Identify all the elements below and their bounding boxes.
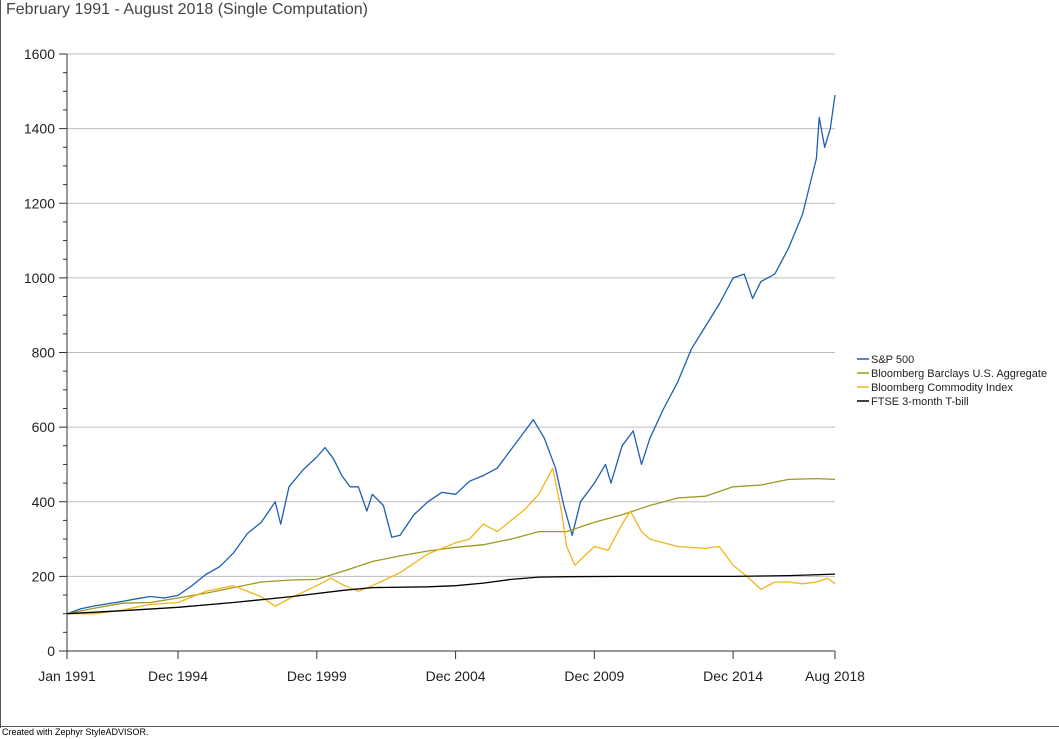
x-tick-label: Aug 2018 [805,668,865,684]
x-tick-label: Jan 1991 [38,668,96,684]
chart-frame-left-border [0,0,1,728]
series-line-0 [66,94,836,615]
legend-label: Bloomberg Commodity Index [871,382,1013,394]
y-tick-label: 200 [32,568,56,584]
y-tick-label: 800 [32,345,56,361]
y-tick-label: 400 [32,494,56,510]
legend-label: S&P 500 [871,354,914,366]
chart-title: February 1991 - August 2018 (Single Comp… [6,1,368,18]
y-tick-label: 1400 [24,121,55,137]
legend-label: Bloomberg Barclays U.S. Aggregate [871,368,1047,380]
footer-credit: Created with Zephyr StyleADVISOR. [2,727,149,737]
y-tick-label: 0 [47,643,55,659]
series-line-2 [67,467,836,615]
x-tick-label: Dec 2014 [703,668,763,684]
chart-frame-bottom-border [0,726,1059,727]
series-line-3 [66,573,836,615]
y-tick-label: 1600 [24,46,55,62]
y-tick-label: 600 [32,419,56,435]
legend-label: FTSE 3-month T-bill [871,396,969,408]
x-tick-label: Dec 2009 [564,668,624,684]
x-tick-label: Dec 1999 [287,668,347,684]
y-tick-label: 1200 [24,195,55,211]
x-tick-label: Dec 1994 [148,668,208,684]
x-tick-label: Dec 2004 [426,668,486,684]
y-tick-label: 1000 [24,270,55,286]
